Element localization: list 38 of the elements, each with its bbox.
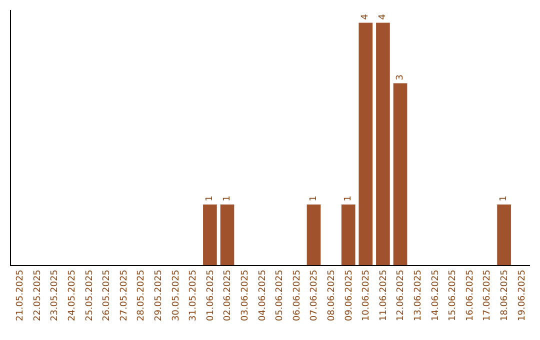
x-tick-label: 03.06.2025 [240, 270, 250, 322]
x-tick-label: 22.05.2025 [32, 270, 43, 322]
x-tick-label: 11.06.2025 [378, 270, 389, 322]
x-tick-label: 14.06.2025 [430, 270, 441, 322]
x-tick-label: 09.06.2025 [344, 270, 354, 322]
data-label: 1 [204, 196, 215, 202]
x-tick-label: 13.06.2025 [413, 270, 424, 322]
data-label: 1 [308, 196, 319, 202]
x-tick-label: 30.05.2025 [171, 270, 182, 322]
x-tick-label: 06.06.2025 [292, 270, 302, 322]
x-tick-label: 18.06.2025 [500, 270, 510, 322]
data-label: 1 [222, 196, 232, 202]
x-tick-label: 21.05.2025 [16, 270, 26, 322]
x-tick-label: 27.05.2025 [119, 270, 130, 322]
x-tick-label: 01.06.2025 [206, 270, 216, 322]
x-tick-label: 05.06.2025 [275, 270, 286, 322]
x-tick-label: 12.06.2025 [396, 270, 406, 322]
data-label: 4 [378, 14, 388, 20]
x-tick-label: 19.06.2025 [517, 270, 528, 322]
x-tick-label: 02.06.2025 [223, 270, 234, 322]
x-tick-label: 15.06.2025 [448, 270, 458, 322]
x-tick-label: 25.05.2025 [84, 270, 95, 322]
x-tick-label: 26.05.2025 [102, 270, 112, 322]
data-label: 1 [343, 196, 354, 202]
x-tick-label: 28.05.2025 [136, 270, 147, 322]
x-tick-label: 04.06.2025 [258, 270, 268, 322]
x-tick-label: 31.05.2025 [188, 270, 199, 322]
x-tick-label: 17.06.2025 [482, 270, 493, 322]
x-tick-label: 23.05.2025 [50, 270, 60, 322]
data-label: 4 [360, 14, 371, 20]
data-label: 1 [499, 196, 510, 202]
x-tick-label: 10.06.2025 [362, 270, 372, 322]
x-tick-label: 24.05.2025 [67, 270, 78, 322]
x-tick-label: 07.06.2025 [310, 270, 320, 322]
x-tick-label: 29.05.2025 [154, 270, 164, 322]
x-tick-label: 08.06.2025 [326, 270, 337, 322]
x-tick-label: 16.06.2025 [465, 270, 476, 322]
data-label: 3 [395, 74, 406, 80]
